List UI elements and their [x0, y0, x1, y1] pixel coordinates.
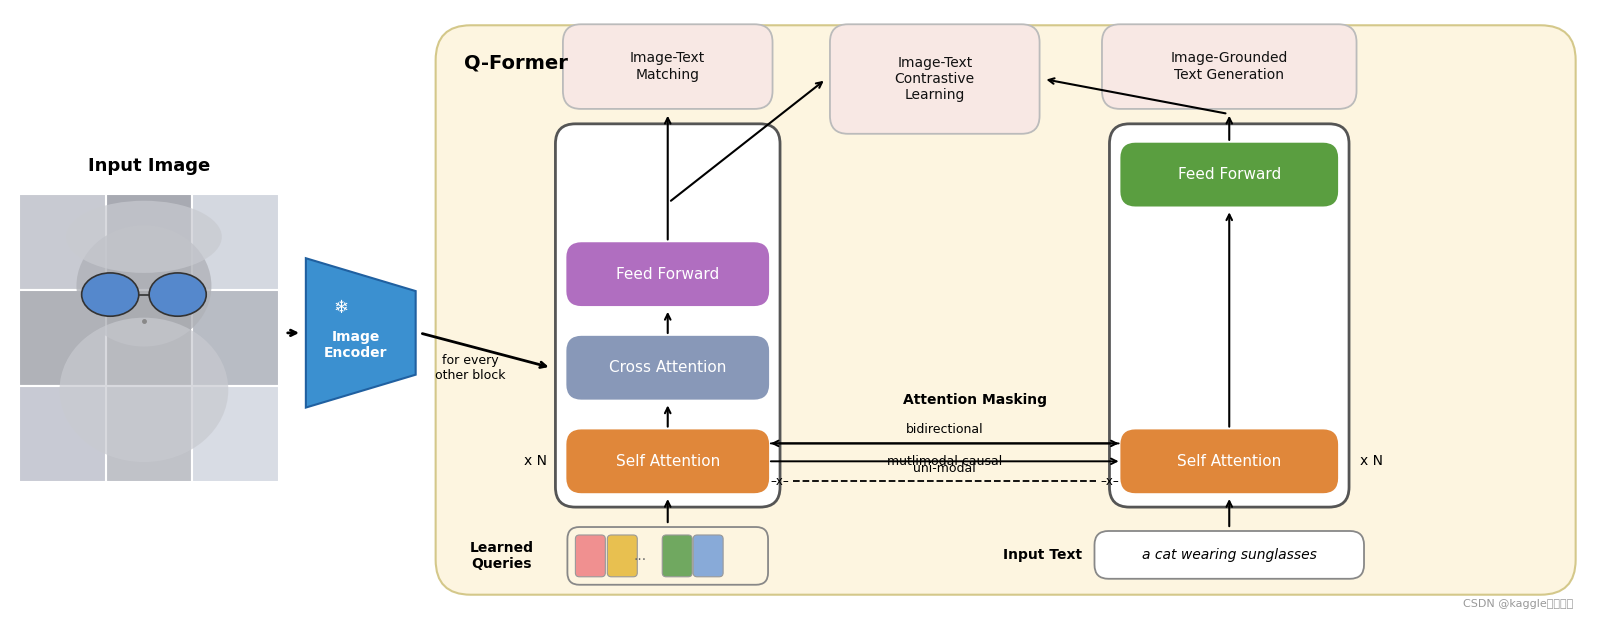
FancyBboxPatch shape — [576, 535, 605, 577]
Text: Self Attention: Self Attention — [616, 454, 720, 469]
Bar — [192, 290, 278, 386]
Bar — [192, 386, 278, 482]
Text: uni-modal: uni-modal — [914, 462, 976, 475]
Text: x N: x N — [523, 454, 547, 468]
FancyBboxPatch shape — [555, 124, 781, 507]
Bar — [106, 290, 192, 386]
FancyBboxPatch shape — [568, 337, 768, 399]
FancyBboxPatch shape — [568, 431, 768, 492]
FancyBboxPatch shape — [662, 535, 693, 577]
Text: Q-Former: Q-Former — [464, 53, 568, 72]
FancyBboxPatch shape — [435, 25, 1576, 595]
Bar — [192, 193, 278, 290]
Bar — [192, 193, 278, 290]
Bar — [106, 290, 192, 386]
FancyBboxPatch shape — [1102, 24, 1357, 109]
Ellipse shape — [66, 201, 222, 273]
Text: CSDN @kaggle竞赛指南: CSDN @kaggle竞赛指南 — [1464, 599, 1574, 609]
Text: ❄: ❄ — [333, 299, 349, 317]
Text: bidirectional: bidirectional — [906, 423, 984, 436]
Text: Image-Text
Contrastive
Learning: Image-Text Contrastive Learning — [894, 56, 974, 102]
Ellipse shape — [77, 226, 211, 347]
FancyBboxPatch shape — [608, 535, 637, 577]
FancyBboxPatch shape — [693, 535, 723, 577]
Bar — [106, 386, 192, 482]
Text: Image
Encoder: Image Encoder — [325, 330, 387, 360]
Text: x N: x N — [1360, 454, 1382, 468]
Text: Cross Attention: Cross Attention — [610, 360, 726, 375]
Text: –x–: –x– — [1101, 475, 1118, 488]
Text: Attention Masking: Attention Masking — [902, 392, 1046, 407]
Text: Image-Text
Matching: Image-Text Matching — [630, 51, 706, 82]
FancyBboxPatch shape — [830, 24, 1040, 133]
FancyBboxPatch shape — [568, 527, 768, 585]
Bar — [19, 290, 106, 386]
Bar — [106, 386, 192, 482]
Text: Input Image: Input Image — [88, 156, 210, 175]
Text: Feed Forward: Feed Forward — [1178, 167, 1282, 182]
Ellipse shape — [82, 273, 139, 316]
Bar — [19, 193, 106, 290]
FancyBboxPatch shape — [568, 243, 768, 305]
Text: a cat wearing sunglasses: a cat wearing sunglasses — [1142, 548, 1317, 562]
Bar — [192, 386, 278, 482]
Text: for every
other block: for every other block — [435, 353, 506, 382]
Text: Input Text: Input Text — [1003, 548, 1083, 562]
Text: mutlimodal causal: mutlimodal causal — [886, 455, 1002, 468]
Bar — [19, 386, 106, 482]
FancyBboxPatch shape — [1094, 531, 1365, 579]
Text: –x–: –x– — [771, 475, 789, 488]
Text: Learned
Queries: Learned Queries — [469, 541, 533, 571]
Ellipse shape — [59, 318, 229, 462]
Text: Feed Forward: Feed Forward — [616, 266, 720, 282]
FancyBboxPatch shape — [1109, 124, 1349, 507]
Bar — [106, 193, 192, 290]
FancyBboxPatch shape — [563, 24, 773, 109]
FancyBboxPatch shape — [1122, 144, 1338, 205]
Bar — [106, 193, 192, 290]
Ellipse shape — [149, 273, 206, 316]
Bar — [19, 290, 106, 386]
Text: ...: ... — [634, 549, 646, 563]
Polygon shape — [306, 258, 416, 407]
FancyBboxPatch shape — [1122, 431, 1338, 492]
Text: Image-Grounded
Text Generation: Image-Grounded Text Generation — [1171, 51, 1288, 82]
Text: Self Attention: Self Attention — [1178, 454, 1282, 469]
Bar — [19, 193, 106, 290]
Bar — [192, 290, 278, 386]
Bar — [19, 386, 106, 482]
